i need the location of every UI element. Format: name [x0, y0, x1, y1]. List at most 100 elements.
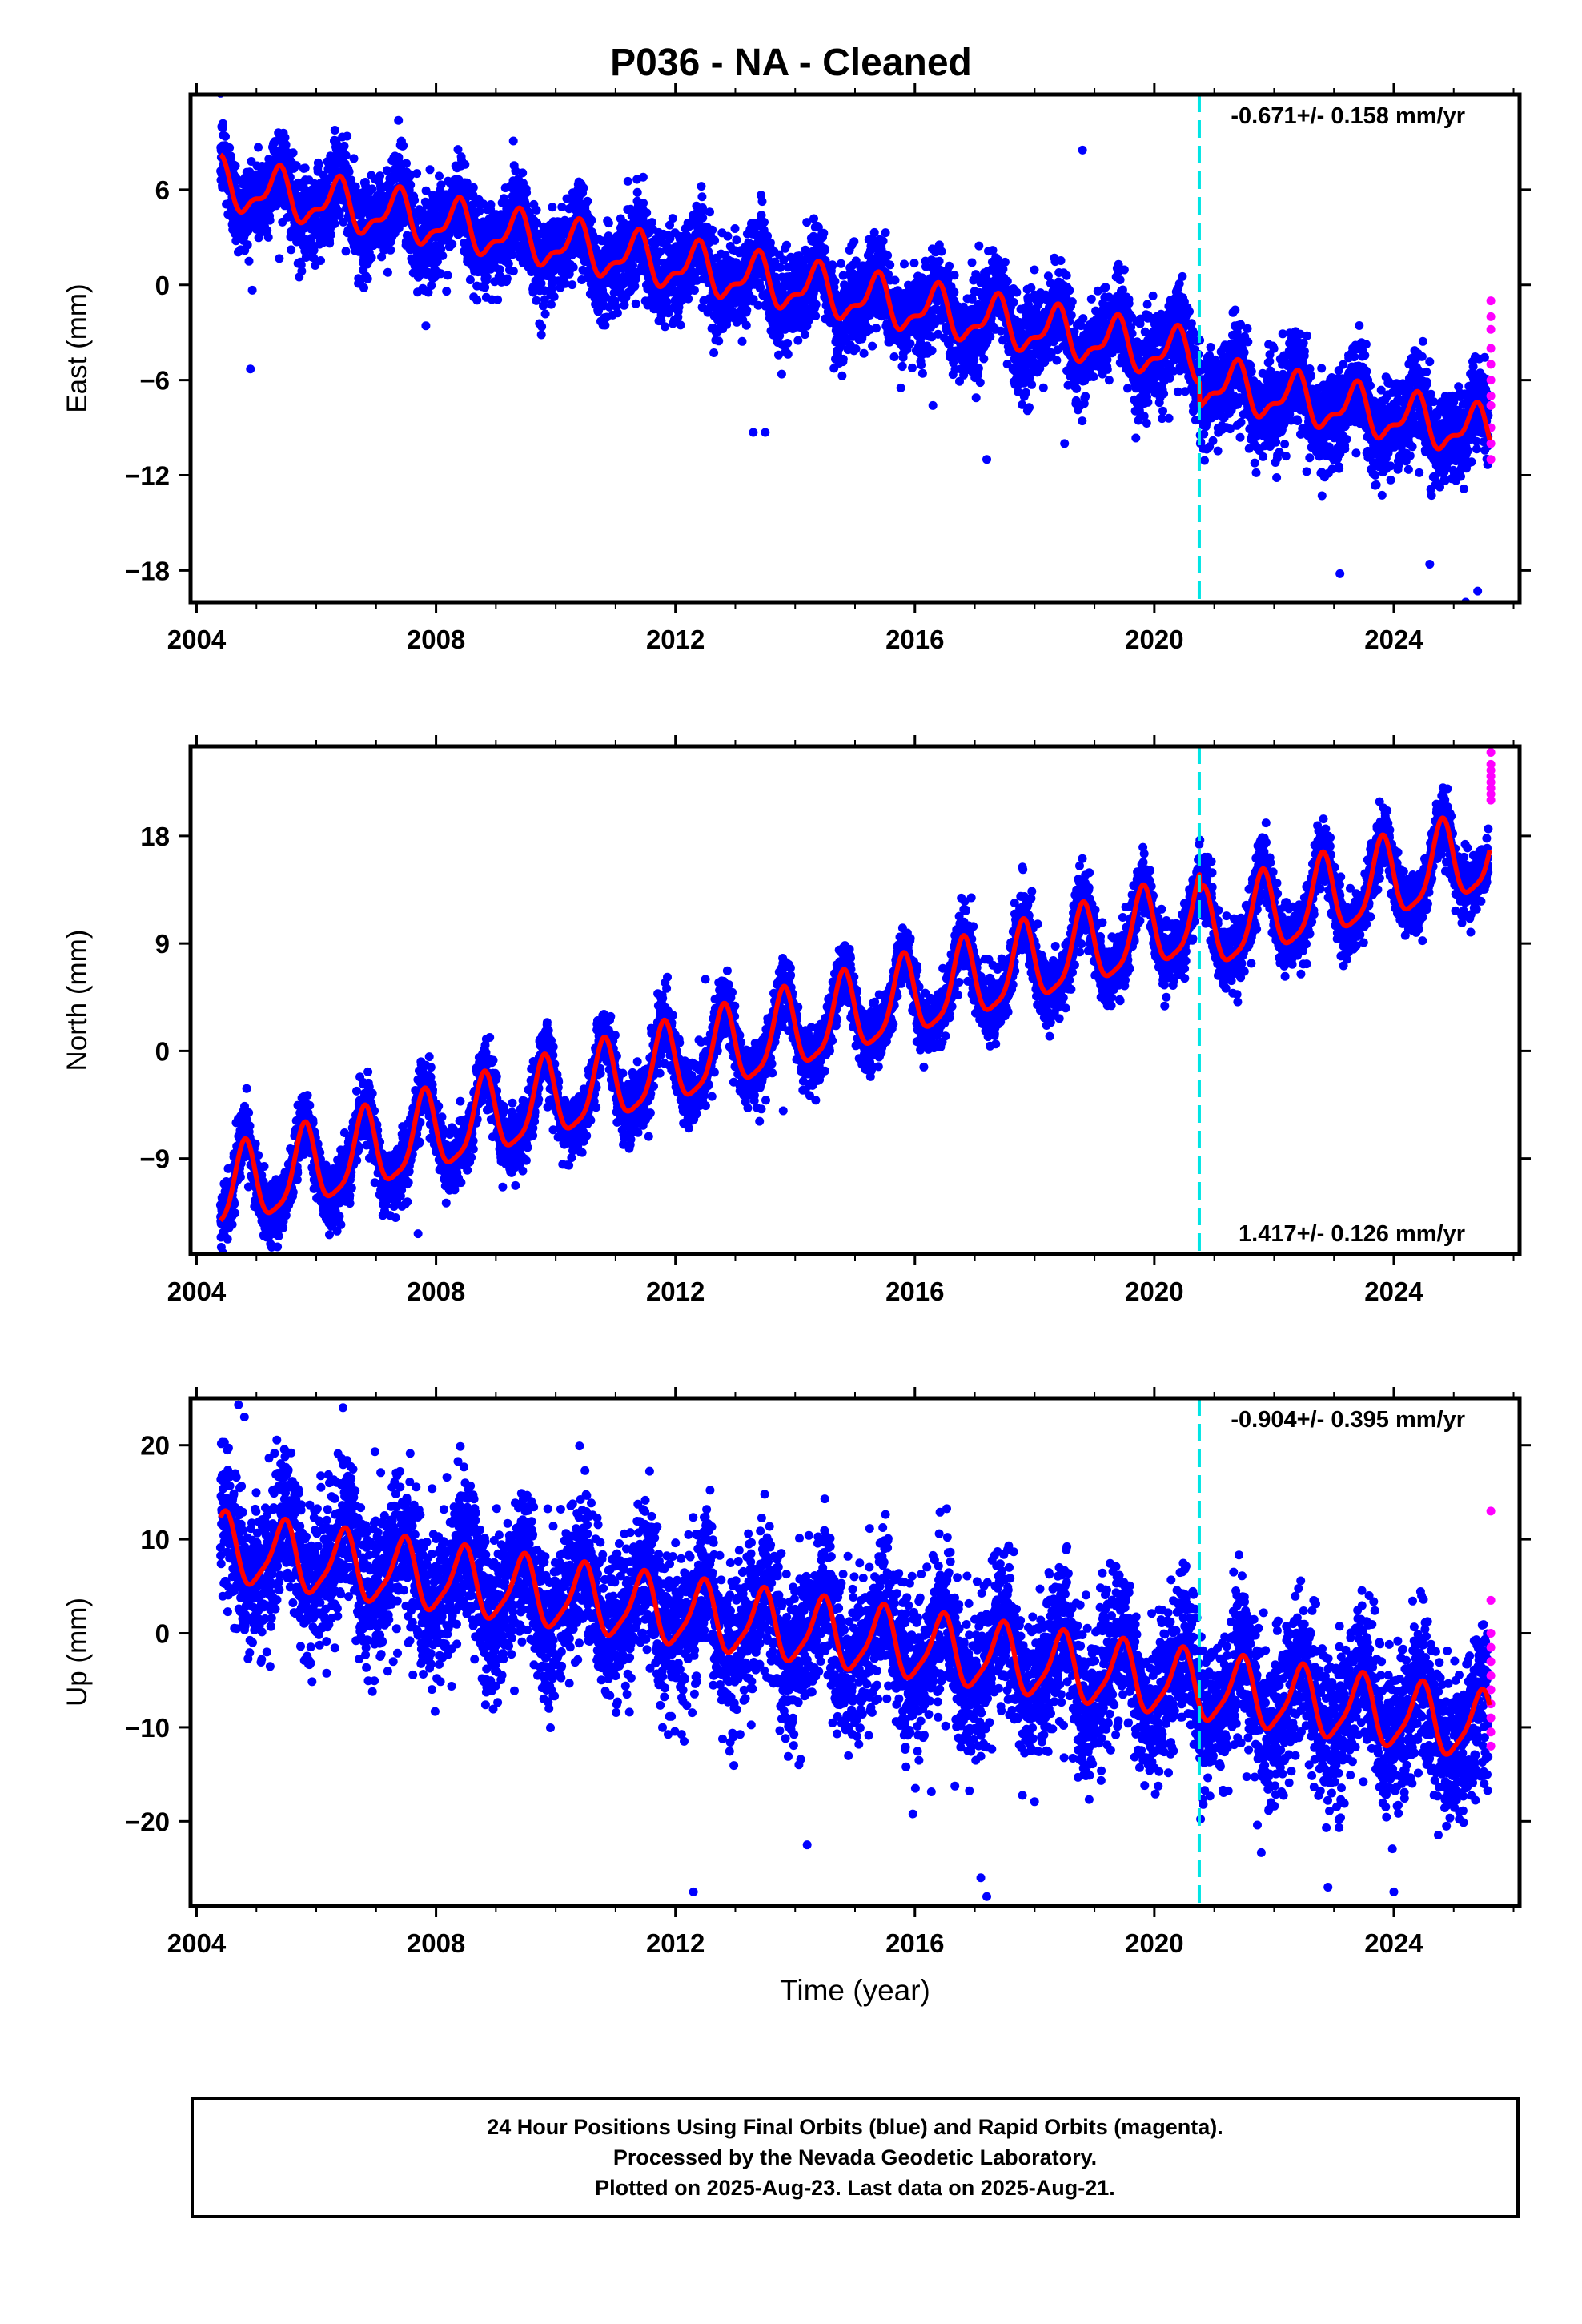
data-point	[243, 240, 252, 250]
data-point	[280, 133, 290, 143]
data-point	[326, 230, 335, 239]
data-point	[631, 299, 640, 308]
data-point	[742, 305, 752, 315]
data-point	[349, 154, 359, 163]
data-point	[351, 182, 360, 191]
data-point	[883, 251, 893, 260]
data-point	[885, 260, 895, 270]
data-point	[456, 228, 464, 238]
data-point	[532, 205, 541, 215]
data-point	[399, 141, 408, 151]
data-point	[868, 341, 877, 351]
data-point	[460, 159, 470, 169]
data-point	[896, 383, 905, 392]
data-point	[330, 126, 339, 135]
data-point	[890, 275, 900, 285]
data-point	[225, 143, 235, 152]
data-point	[402, 159, 411, 168]
data-point	[442, 287, 452, 296]
data-point	[782, 240, 791, 250]
data-point	[851, 344, 861, 354]
data-point	[309, 246, 319, 255]
data-point	[316, 256, 325, 265]
data-point	[244, 256, 254, 266]
data-point	[917, 368, 927, 378]
data-point	[472, 296, 482, 305]
data-point	[247, 285, 257, 295]
data-point	[908, 363, 917, 372]
data-point	[587, 215, 596, 225]
data-point	[638, 172, 648, 182]
data-point	[263, 232, 273, 242]
data-point	[878, 236, 888, 246]
data-point	[783, 349, 793, 359]
data-point	[502, 274, 512, 283]
data-point	[689, 286, 699, 295]
data-point	[705, 207, 714, 217]
data-point	[945, 261, 954, 271]
data-point	[288, 148, 298, 158]
data-point	[905, 339, 915, 348]
data-point	[335, 211, 344, 220]
data-point	[406, 180, 416, 190]
data-point	[377, 252, 387, 262]
data-point	[630, 281, 640, 291]
data-point	[776, 263, 785, 272]
data-point	[421, 186, 431, 195]
data-point	[568, 263, 578, 272]
data-point	[367, 184, 377, 194]
data-point	[427, 281, 436, 291]
data-point	[849, 237, 859, 247]
data-point	[1027, 380, 1037, 389]
data-point	[975, 378, 985, 388]
data-point	[950, 271, 959, 280]
data-point	[756, 283, 765, 292]
data-point	[642, 208, 652, 218]
data-point	[448, 239, 457, 249]
data-point	[383, 267, 392, 277]
data-point	[379, 245, 389, 255]
data-point	[226, 151, 235, 161]
data-point	[579, 183, 588, 193]
data-point	[221, 131, 230, 141]
data-point	[493, 295, 503, 304]
data-point	[730, 224, 740, 233]
data-point	[462, 178, 472, 187]
data-point	[297, 267, 307, 276]
data-point	[325, 239, 335, 248]
data-point	[309, 253, 319, 263]
data-point	[382, 166, 391, 175]
data-point	[684, 294, 693, 304]
data-point	[741, 320, 751, 330]
data-point	[300, 163, 310, 173]
data-point	[760, 218, 769, 227]
data-point	[970, 355, 979, 364]
data-point	[889, 352, 899, 361]
data-point	[1002, 276, 1012, 286]
data-point	[837, 371, 847, 380]
data-point	[710, 235, 720, 245]
data-point	[800, 330, 809, 340]
data-point	[927, 346, 937, 356]
data-point	[263, 226, 272, 235]
data-point	[979, 354, 989, 364]
data-point	[777, 369, 786, 379]
data-point	[668, 214, 677, 223]
data-point	[424, 287, 433, 297]
data-point	[344, 167, 354, 176]
data-point	[330, 219, 339, 228]
data-point	[219, 119, 227, 128]
data-point	[838, 354, 848, 364]
data-point	[723, 231, 733, 241]
data-point	[432, 257, 442, 267]
data-point	[821, 245, 830, 255]
data-point	[811, 300, 821, 309]
data-point	[974, 364, 983, 373]
data-point	[1030, 265, 1039, 275]
data-point	[508, 136, 518, 146]
data-point	[291, 161, 301, 171]
data-point	[548, 203, 557, 212]
data-point	[600, 320, 610, 330]
